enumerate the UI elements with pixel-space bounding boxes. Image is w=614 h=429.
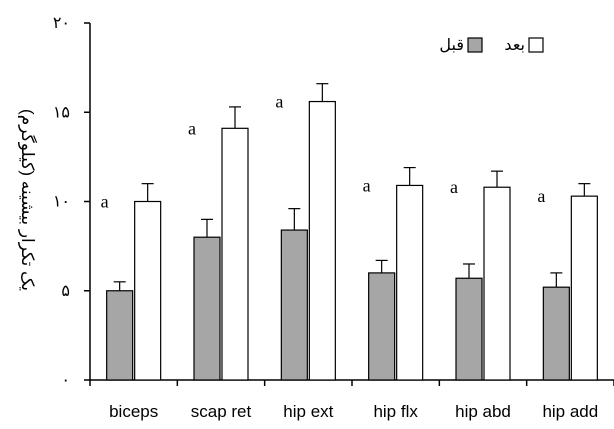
bar-after-biceps xyxy=(134,200,162,381)
significance-label: a xyxy=(537,186,545,206)
bar-before-hip-ext xyxy=(280,229,308,381)
bar-after-scap-ret xyxy=(221,127,249,381)
x-category-label: scap ret xyxy=(191,402,252,421)
bar-before-hip-add xyxy=(542,286,570,381)
y-tick-label: ۱۵ xyxy=(53,104,70,121)
significance-label: a xyxy=(363,175,371,195)
y-tick-label: ۱۰ xyxy=(53,194,70,211)
significance-label: a xyxy=(275,92,283,112)
x-category-label: hip ext xyxy=(283,402,333,421)
significance-label: a xyxy=(188,118,196,138)
bar-before-biceps xyxy=(106,290,134,381)
y-tick-label: ۲۰ xyxy=(53,15,70,32)
bar-after-hip-abd xyxy=(483,186,511,381)
bar-before-scap-ret xyxy=(193,236,221,381)
significance-label: a xyxy=(450,177,458,197)
legend: بعد قبل xyxy=(439,37,544,54)
significance-label: a xyxy=(101,192,109,212)
bar-before-hip-abd xyxy=(455,277,483,381)
y-axis-label: یک تکرار بیشینه (کیلوگرم) xyxy=(18,109,38,291)
legend-label-after: بعد xyxy=(504,37,525,54)
legend-label-before: قبل xyxy=(439,37,464,54)
x-category-label: hip flx xyxy=(373,402,418,421)
bar-after-hip-ext xyxy=(308,100,336,381)
x-category-label: hip add xyxy=(542,402,598,421)
bar-before-hip-flx xyxy=(368,272,396,381)
x-category-label: biceps xyxy=(109,402,158,421)
x-category-label: hip abd xyxy=(455,402,511,421)
legend-swatch-before xyxy=(467,37,483,53)
plot-area: ۰ ۵ ۱۰ ۱۵ ۲۰ a biceps a scap ret a hip ext a hip flx… xyxy=(53,15,614,421)
y-tick-label: ۰ xyxy=(61,372,70,389)
bar-after-hip-flx xyxy=(396,184,424,381)
y-tick-label: ۵ xyxy=(61,283,70,300)
bar-after-hip-add xyxy=(570,195,598,381)
legend-swatch-after xyxy=(528,37,544,53)
